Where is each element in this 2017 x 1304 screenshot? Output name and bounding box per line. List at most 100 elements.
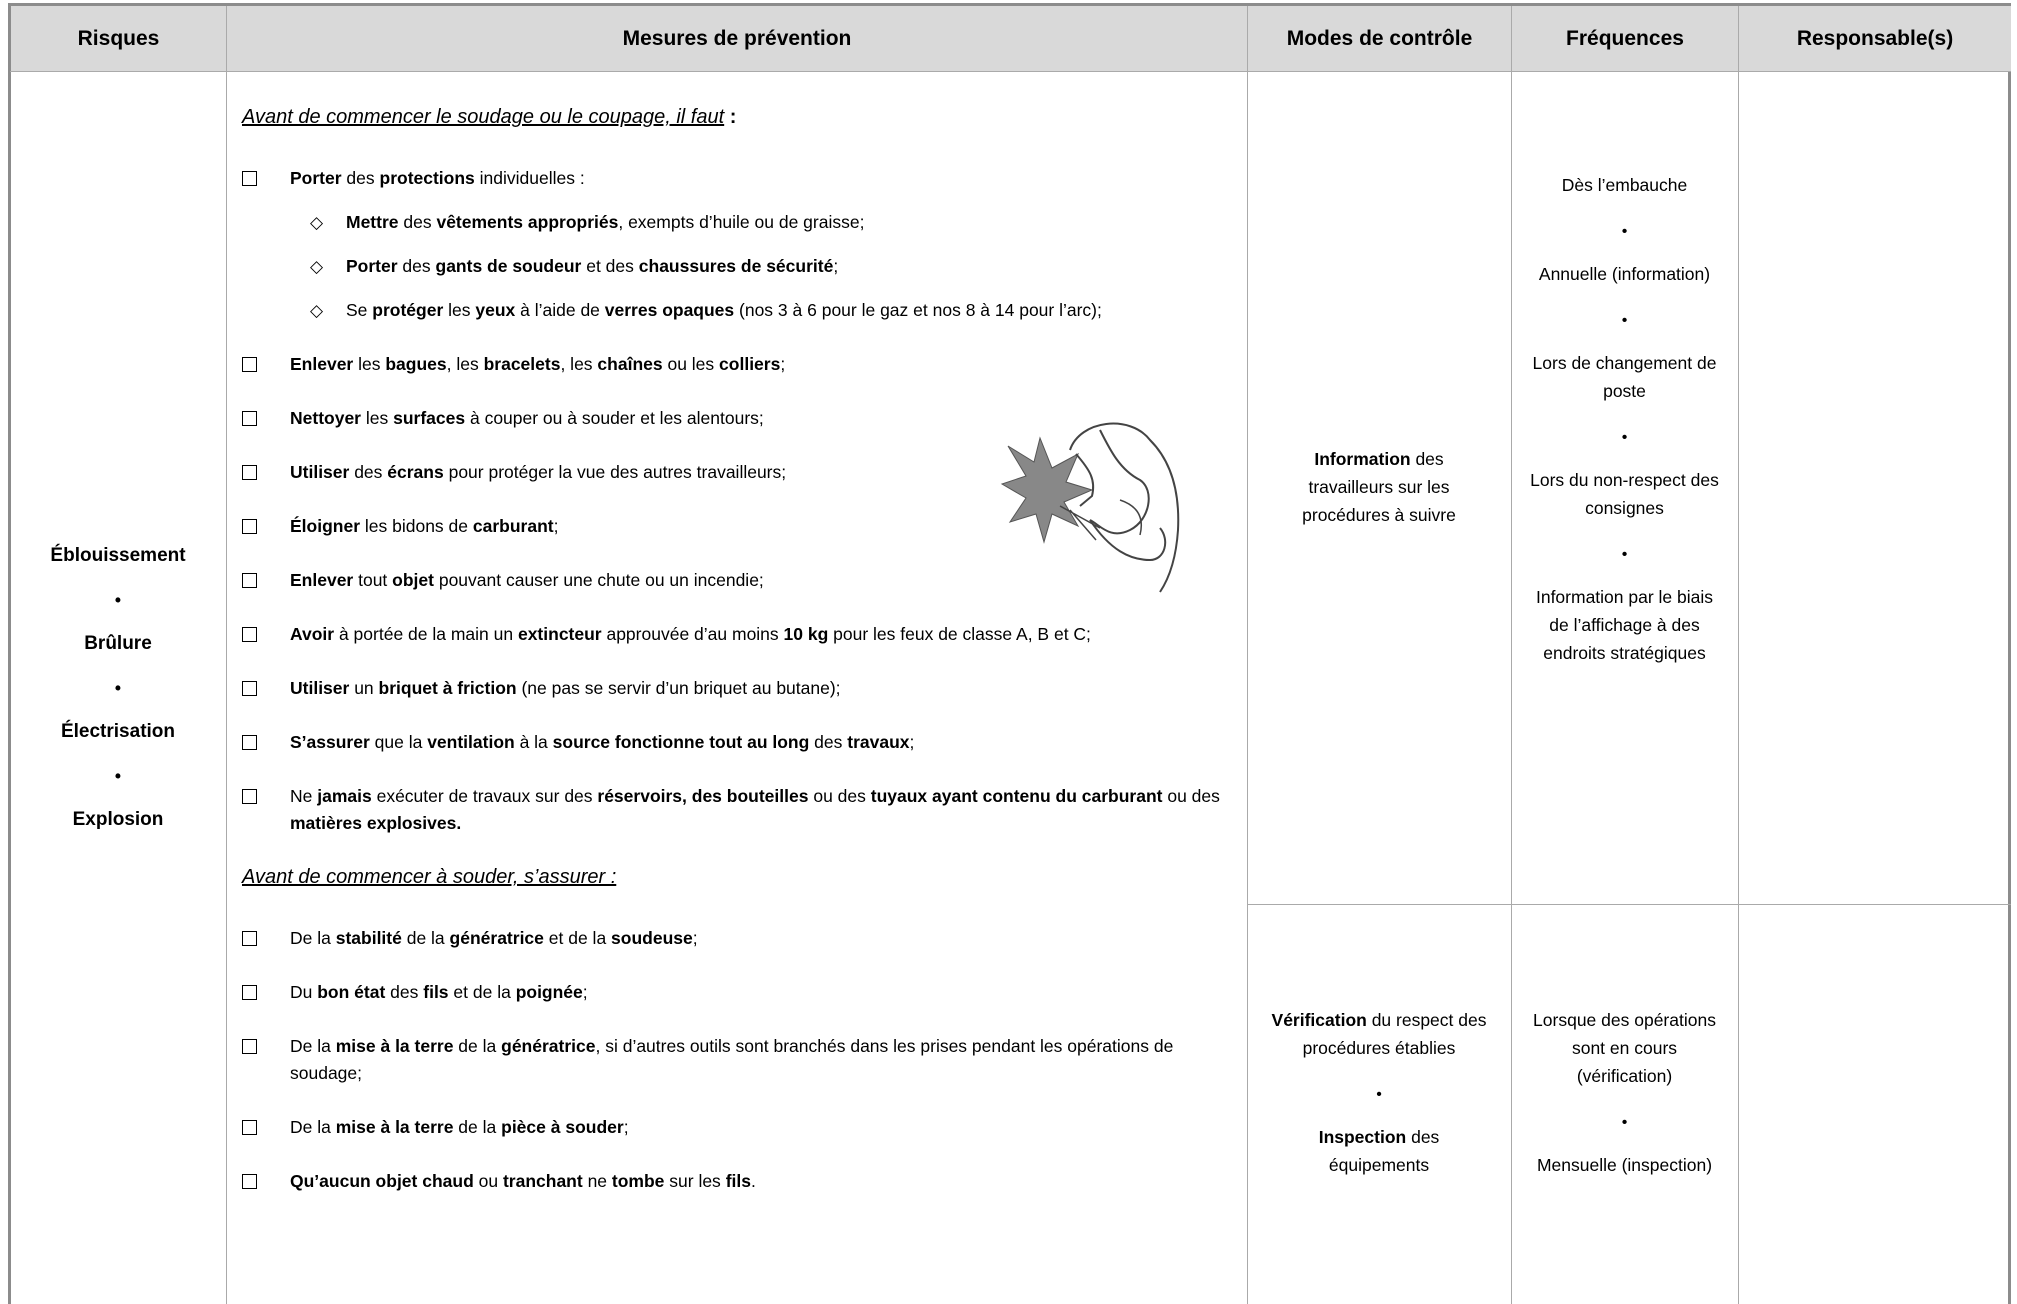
column-divider [226, 6, 227, 1304]
frequencies: Lorsque des opérations sont en cours (vé… [1525, 1006, 1724, 1179]
column-header: Mesures de prévention [227, 6, 1247, 71]
diamond: ◇ [310, 301, 324, 320]
text-run: du respect des procédures établies [1302, 1010, 1487, 1058]
separator-bullet: • [1621, 312, 1628, 329]
text-run: de la [401, 928, 450, 948]
welder-illustration [1000, 422, 1180, 593]
bold-run: stabilité [335, 928, 402, 948]
diamond: ◇ [310, 213, 324, 232]
bold-run: génératrice [449, 928, 544, 948]
bold-run: jamais [317, 786, 372, 806]
bold-run: matières explosives. [290, 813, 462, 833]
text-run: que la [369, 732, 428, 752]
text-run: des [398, 212, 437, 232]
bold-run: chaînes [597, 354, 663, 374]
bold-run: vêtements appropriés [436, 212, 619, 232]
checkbox [242, 411, 257, 426]
bold-run: génératrice [501, 1036, 596, 1056]
bold-run: bracelets [483, 354, 561, 374]
bold-run: fils [725, 1171, 751, 1191]
measure-item: S’assurer que la ventilation à la source… [242, 729, 1240, 756]
checkbox [242, 465, 257, 480]
bold-run: gants de soudeur [435, 256, 582, 276]
text-run: et des [581, 256, 639, 276]
text-run: les [361, 408, 394, 428]
separator-bullet: • [1621, 429, 1628, 446]
bold-run: ventilation [427, 732, 515, 752]
checkbox [242, 357, 257, 372]
measure-item: Avoir à portée de la main un extincteur … [242, 621, 1240, 648]
checkbox [242, 1120, 257, 1135]
bold-run: extincteur [517, 624, 602, 644]
bold-run: Utiliser [290, 462, 350, 482]
bold-run: 10 kg [783, 624, 829, 644]
text-run: ; [623, 1117, 629, 1137]
text-run: sur les [664, 1171, 726, 1191]
text-run: des [341, 168, 380, 188]
checkbox [242, 627, 257, 642]
text-run: de la [453, 1117, 502, 1137]
bold-run: bagues [385, 354, 447, 374]
text-run: à portée de la main un [334, 624, 518, 644]
bold-run: surfaces [393, 408, 466, 428]
text-run: ; [553, 516, 559, 536]
bold-run: Éloigner [290, 516, 361, 536]
bold-run: mise à la terre [335, 1117, 454, 1137]
checkbox [242, 1039, 257, 1054]
measure-item: Utiliser des écrans pour protéger la vue… [242, 459, 1240, 486]
measure-subitem: ◇ Porter des gants de soudeur et des chau… [310, 253, 1241, 280]
text-run: à l’aide de [515, 300, 605, 320]
text-run: des équipements [1328, 1127, 1440, 1175]
separator-bullet: • [1376, 1086, 1382, 1103]
checkbox [242, 735, 257, 750]
control-mode: Vérification du respect des procédures é… [1271, 1006, 1487, 1062]
bold-run: yeux [475, 300, 516, 320]
text-run: ou [473, 1171, 503, 1191]
bold-run: bon état [317, 982, 386, 1002]
text-run: , si d’autres outils sont branchés dans … [290, 1036, 1174, 1083]
bold-run: Avoir [290, 624, 335, 644]
bold-run: travaux [847, 732, 910, 752]
measure-item: Nettoyer les surfaces à couper ou à soud… [242, 405, 1240, 432]
underlined-heading: Avant de commencer le soudage ou le coup… [242, 106, 725, 128]
text-run: ne [582, 1171, 612, 1191]
separator-bullet: • [114, 766, 122, 786]
separator-bullet: • [1621, 223, 1628, 240]
text-run: ; [833, 256, 839, 276]
control-mode: Information des travailleurs sur les pro… [1271, 445, 1487, 529]
frequency: Annuelle (information) [1538, 264, 1711, 284]
text-run: des [809, 732, 848, 752]
column-divider [1247, 6, 1248, 1304]
control-modes: Vérification du respect des procédures é… [1271, 1006, 1487, 1179]
text-run: (ne pas se servir d’un briquet au butane… [516, 678, 841, 698]
measure-item: Ne jamais exécuter de travaux sur des ré… [242, 783, 1240, 837]
text-run: et de la [448, 982, 516, 1002]
text-run: des [385, 982, 424, 1002]
text-run: Ne [290, 786, 318, 806]
bold-run: verres opaques [604, 300, 735, 320]
measure-item: De la stabilité de la génératrice et de … [242, 925, 1240, 952]
measure-item: Enlever tout objet pouvant causer une ch… [242, 567, 1240, 594]
text-run: à la [514, 732, 553, 752]
bold-run: fils [423, 982, 449, 1002]
bold-run: tombe [611, 1171, 665, 1191]
separator-bullet: • [1621, 546, 1628, 563]
bold-run: soudeuse [611, 928, 693, 948]
text-run: Du [290, 982, 318, 1002]
text-run: des [397, 256, 436, 276]
measure-item: De la mise à la terre de la pièce à soud… [242, 1114, 1240, 1141]
measure-subitem: ◇ Se protéger les yeux à l’aide de verres… [310, 297, 1241, 324]
checkbox [242, 985, 257, 1000]
prevention-measures: Avant de commencer le soudage ou le coup… [242, 104, 1242, 1222]
column-header: Responsable(s) [1739, 6, 2011, 71]
measure-item: Porter des protections individuelles : [242, 165, 1240, 192]
frequency: Dès l’embauche [1561, 175, 1688, 195]
text-run: des [349, 462, 388, 482]
checkbox [242, 789, 257, 804]
risk: Brûlure [84, 633, 152, 654]
text-run: et de la [543, 928, 612, 948]
bold-run: Utiliser [290, 678, 350, 698]
bold-run: Vérification [1271, 1010, 1367, 1030]
text-run: . [750, 1171, 756, 1191]
